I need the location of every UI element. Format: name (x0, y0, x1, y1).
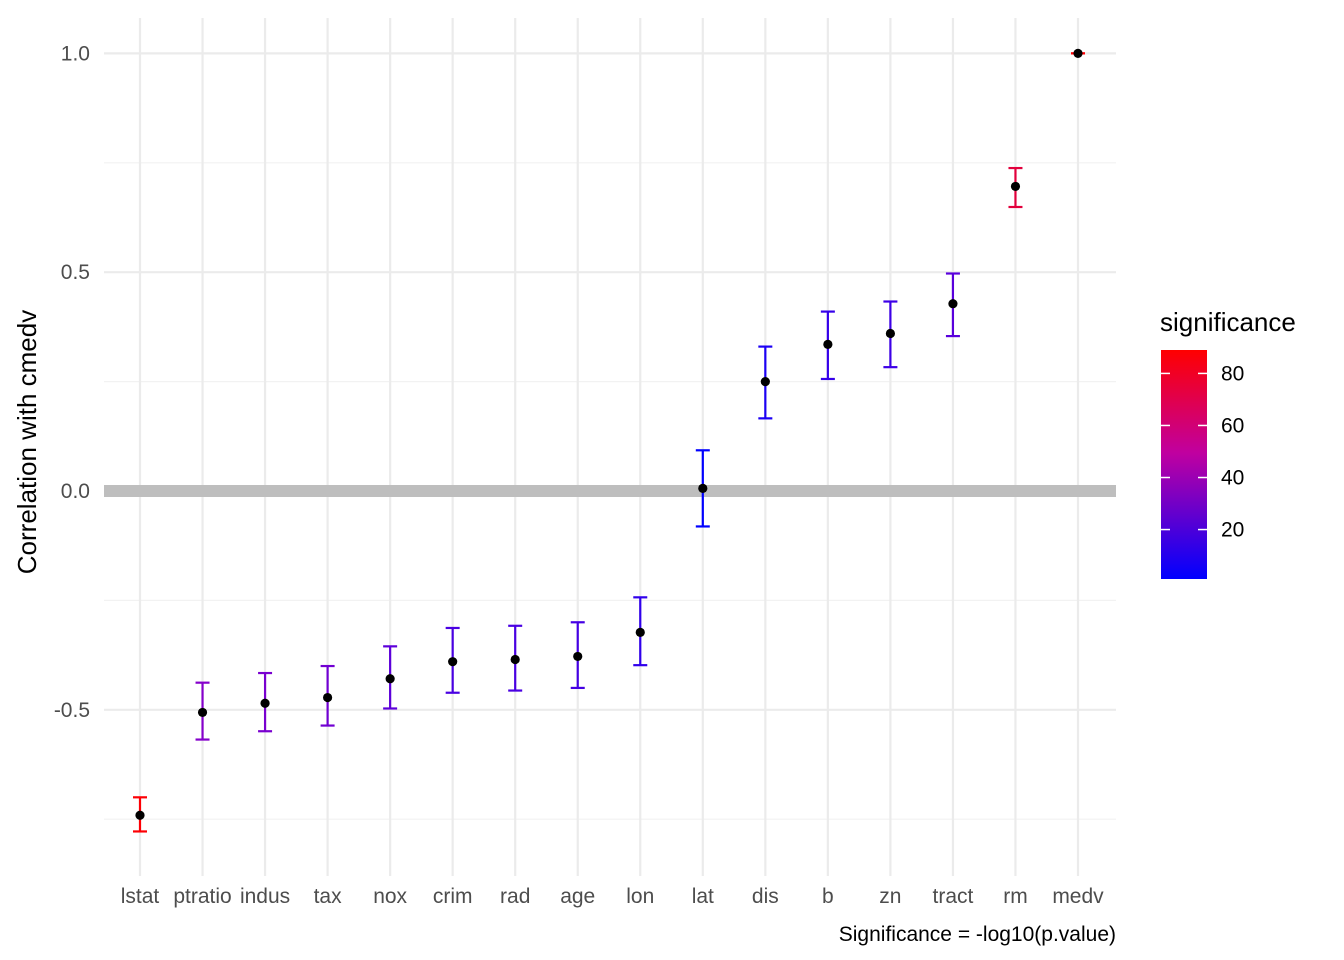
point-tax (323, 692, 333, 703)
x-tick-label-lstat: lstat (121, 885, 160, 908)
x-tick-label-lon: lon (626, 885, 654, 908)
point-age (573, 651, 583, 662)
point-lstat (135, 810, 145, 820)
point-indus (260, 698, 270, 708)
legend: significance 20 40 60 80 (1160, 307, 1296, 579)
point-tract (948, 299, 958, 309)
data-points (135, 48, 1083, 820)
point-medv (1073, 48, 1083, 59)
y-axis-title: Correlation with cmedv (12, 310, 42, 574)
x-tick-label-rad: rad (500, 885, 530, 908)
point-lon (635, 627, 645, 637)
x-tick-label-b: b (822, 885, 834, 908)
x-tick-label-ptratio: ptratio (173, 885, 231, 908)
x-tick-label-rm: rm (1003, 885, 1028, 908)
y-axis-ticks: -0.5 0.0 0.5 1.0 (54, 42, 90, 721)
x-tick-label-dis: dis (752, 885, 779, 908)
x-tick-label-medv: medv (1052, 885, 1104, 908)
grid-lines (104, 18, 1116, 876)
legend-title: significance (1160, 307, 1296, 337)
legend-colorbar (1161, 350, 1207, 579)
error-bars (133, 52, 1085, 833)
x-tick-label-age: age (560, 885, 595, 908)
point-lat (698, 483, 708, 493)
chart-caption: Significance = -log10(p.value) (839, 923, 1116, 946)
x-axis-ticks: lstat ptratio indus tax nox crim rad age lon lat d… (121, 885, 1104, 908)
point-rad (510, 654, 520, 665)
legend-tick-label: 40 (1221, 467, 1244, 490)
point-nox (385, 674, 395, 684)
legend-tick-label: 80 (1221, 362, 1244, 385)
point-zn (885, 328, 896, 339)
point-ptratio (197, 707, 208, 718)
legend-tick-label: 60 (1221, 414, 1244, 437)
point-crim (448, 657, 458, 667)
y-tick-label: 0.0 (61, 480, 90, 503)
y-tick-label: -0.5 (54, 699, 90, 722)
x-tick-label-lat: lat (692, 885, 714, 908)
y-tick-label: 1.0 (61, 42, 90, 65)
x-tick-label-tract: tract (933, 885, 974, 908)
x-tick-label-crim: crim (433, 885, 473, 908)
point-dis (760, 377, 770, 387)
x-tick-label-tax: tax (314, 885, 343, 908)
x-tick-label-indus: indus (240, 885, 290, 908)
legend-tick-label: 20 (1221, 519, 1244, 542)
point-b (823, 339, 833, 350)
x-tick-label-nox: nox (373, 885, 407, 908)
point-rm (1010, 181, 1021, 192)
x-tick-label-zn: zn (879, 885, 901, 908)
legend-ticks: 20 40 60 80 (1161, 362, 1244, 542)
y-tick-label: 0.5 (61, 261, 90, 284)
